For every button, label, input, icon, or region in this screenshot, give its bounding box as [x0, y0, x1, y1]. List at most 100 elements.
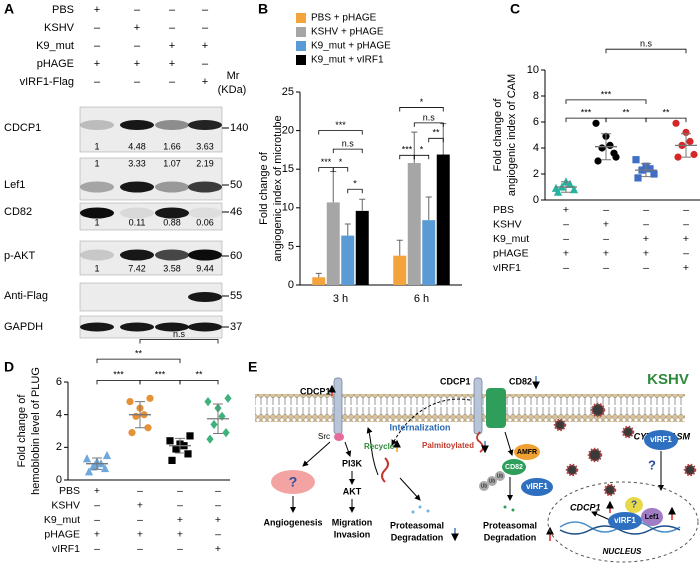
quant-label: 9.44: [196, 263, 214, 273]
diagram-label: Internalization: [389, 422, 450, 432]
mw-label: 50: [230, 179, 242, 191]
table-mark: –: [94, 543, 100, 555]
diagram-label: Degradation: [484, 532, 537, 542]
quant-label: 1: [94, 141, 99, 151]
pathway-diagram: KSHV CYTOPLASM CDCP1 Src ? Angiogenesis …: [255, 371, 699, 563]
sig-label: n.s: [173, 329, 186, 339]
y-tick-label: 2: [56, 441, 62, 453]
table-mark: +: [137, 499, 143, 511]
data-point: [210, 419, 218, 430]
mw-label: 55: [230, 290, 242, 302]
bar: [326, 202, 340, 285]
data-point: [606, 141, 614, 149]
table-mark: +: [683, 233, 689, 245]
arrow: [302, 441, 331, 467]
virion: [603, 483, 617, 497]
bar: [436, 154, 450, 285]
bar: [341, 235, 355, 285]
data-point: [674, 153, 682, 161]
sig-bracket: [347, 188, 363, 194]
data-point: [594, 157, 602, 165]
error-bar: [359, 198, 366, 211]
condition-mark: +: [134, 22, 140, 34]
data-point: [82, 454, 92, 463]
bar: [312, 277, 326, 285]
panel-label: D: [4, 359, 14, 375]
band: [120, 120, 154, 130]
data-point: [634, 174, 642, 182]
table-mark: –: [603, 233, 609, 245]
band: [80, 249, 114, 261]
virf1-shape: [644, 430, 678, 450]
y-axis-label: Fold change of: [16, 394, 28, 468]
sd-bar: [641, 163, 651, 178]
condition-mark: +: [94, 4, 100, 16]
table-row-label: K9_mut: [493, 233, 529, 245]
receptor: [333, 377, 343, 435]
legend-swatch: [296, 41, 306, 51]
table-mark: –: [215, 528, 221, 540]
mr-label: Mr: [227, 70, 240, 82]
y-tick-label: 10: [282, 202, 294, 214]
blot-label: p-AKT: [4, 250, 35, 262]
quant-label: 3.33: [128, 158, 146, 168]
data-point: [646, 165, 654, 173]
legend-swatch: [296, 13, 306, 23]
table-mark: –: [94, 514, 100, 526]
condition-mark: –: [94, 22, 101, 34]
quant-label: 1.66: [163, 141, 181, 151]
virion: [565, 463, 579, 477]
sig-label: ***: [402, 145, 413, 155]
quant-label: 0.11: [129, 217, 146, 227]
sd-bar: [175, 437, 185, 454]
quant-label: 0.88: [163, 217, 181, 227]
y-tick-label: 10: [527, 64, 539, 76]
data-point: [690, 150, 698, 159]
table-mark: –: [643, 262, 649, 274]
condition-mark: –: [202, 22, 209, 34]
y-tick-label: 25: [282, 86, 294, 98]
sd-bar: [92, 457, 102, 470]
y-tick-label: 0: [533, 194, 539, 206]
table-mark: –: [215, 485, 221, 497]
fragment: [426, 509, 430, 513]
data-point: [146, 394, 154, 402]
mw-label: 60: [230, 250, 242, 262]
diagram-label: CDCP1: [570, 502, 601, 512]
table-mark: –: [603, 204, 609, 216]
blot-label: GAPDH: [4, 321, 43, 333]
sig-bracket: [605, 117, 647, 123]
table-mark: +: [137, 528, 143, 540]
diagram-label: Recycle: [364, 442, 395, 451]
unknown-shape: [625, 497, 643, 513]
blot-label: CDCP1: [4, 122, 41, 134]
error-bar: [330, 171, 337, 203]
data-point: [84, 467, 94, 476]
table-mark: +: [177, 528, 183, 540]
quant-label: 2.19: [196, 158, 214, 168]
cd82-shape: [502, 459, 526, 475]
sig-bracket: [399, 107, 444, 112]
x-tick-label: 6 h: [414, 293, 429, 305]
dna: [559, 525, 681, 535]
blot-label: Anti-Flag: [4, 290, 48, 302]
quant-label: 1.07: [163, 158, 181, 168]
mw-label: 37: [230, 321, 242, 333]
sd-bar: [135, 401, 145, 429]
sig-bracket: [413, 122, 444, 127]
table-mark: –: [137, 543, 143, 555]
quant-label: 4.48: [128, 141, 146, 151]
band: [155, 207, 189, 219]
table-mark: +: [603, 247, 609, 259]
diagram-label: Angiogenesis: [263, 517, 322, 527]
table-row-label: pHAGE: [44, 528, 80, 540]
data-point: [222, 428, 230, 438]
arrow: [344, 441, 352, 457]
nucleus-label: NUCLEUS: [603, 547, 642, 556]
data-point: [565, 179, 575, 188]
sig-bracket: [139, 379, 181, 385]
sig-label: n.s: [423, 112, 436, 122]
condition-mark: +: [134, 58, 140, 70]
condition-mark: –: [202, 4, 209, 16]
